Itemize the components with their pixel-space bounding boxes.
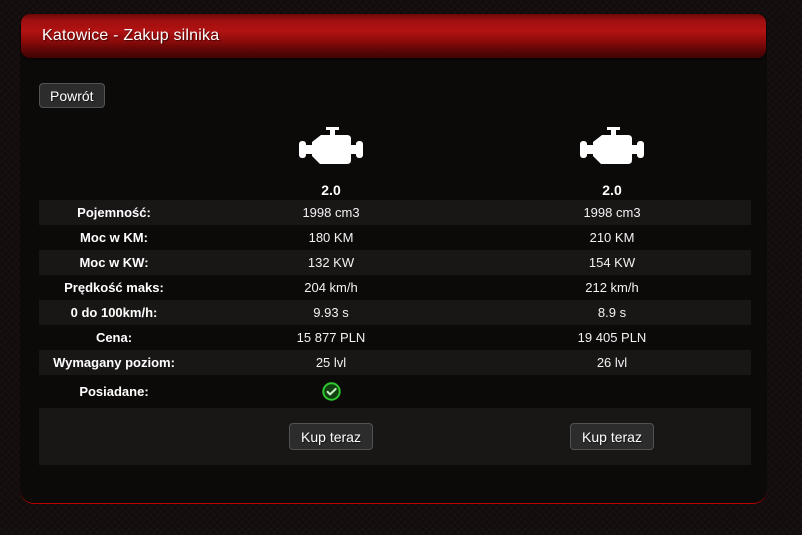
row-value: 210 KM	[589, 230, 635, 245]
row-label: Wymagany poziom:	[53, 355, 175, 370]
row-label: 0 do 100km/h:	[70, 305, 158, 320]
table-row-top-speed: Prędkość maks: 204 km/h 212 km/h	[39, 275, 751, 300]
row-value: 19 405 PLN	[577, 330, 647, 345]
engine-name: 2.0	[321, 182, 341, 198]
row-value: 212 km/h	[585, 280, 639, 295]
engine-names-row: 2.0 2.0	[39, 168, 751, 200]
row-value: 1998 cm3	[583, 205, 641, 220]
table-row-buy: Kup teraz Kup teraz	[39, 408, 751, 465]
engine-name: 2.0	[602, 182, 622, 198]
row-value: 204 km/h	[304, 280, 358, 295]
table-row-required-level: Wymagany poziom: 25 lvl 26 lvl	[39, 350, 751, 375]
row-label: Pojemność:	[77, 205, 151, 220]
row-label: Prędkość maks:	[64, 280, 164, 295]
table-row-acceleration: 0 do 100km/h: 9.93 s 8.9 s	[39, 300, 751, 325]
row-label: Cena:	[95, 330, 133, 345]
table-row-owned: Posiadane:	[39, 375, 751, 408]
content-panel: Katowice - Zakup silnika Powrót 2.0 2.0 …	[20, 14, 767, 504]
row-value: 132 KW	[307, 255, 355, 270]
table-row-power-km: Moc w KM: 180 KM 210 KM	[39, 225, 751, 250]
row-value: 26 lvl	[596, 355, 628, 370]
check-circle-icon	[321, 382, 341, 401]
row-value: 1998 cm3	[302, 205, 360, 220]
row-label: Moc w KW:	[79, 255, 149, 270]
engine-icon	[580, 127, 644, 164]
row-value: 9.93 s	[313, 305, 349, 320]
row-label: Moc w KM:	[80, 230, 148, 245]
row-value: 25 lvl	[315, 355, 347, 370]
row-value: 180 KM	[308, 230, 354, 245]
row-value: 154 KW	[588, 255, 636, 270]
buy-now-button-engine-1[interactable]: Kup teraz	[289, 423, 373, 450]
engine-comparison-table: 2.0 2.0 Pojemność: 1998 cm3 1998 cm3 Moc…	[39, 124, 751, 465]
table-row-power-kw: Moc w KW: 132 KW 154 KW	[39, 250, 751, 275]
engine-icon	[299, 127, 363, 164]
table-row-price: Cena: 15 877 PLN 19 405 PLN	[39, 325, 751, 350]
page-title: Katowice - Zakup silnika	[42, 27, 220, 44]
engine-icons-row	[39, 124, 751, 168]
row-label: Posiadane:	[79, 384, 149, 399]
buy-now-button-engine-2[interactable]: Kup teraz	[570, 423, 654, 450]
back-button[interactable]: Powrót	[39, 83, 105, 108]
row-value: 15 877 PLN	[296, 330, 366, 345]
table-row-capacity: Pojemność: 1998 cm3 1998 cm3	[39, 200, 751, 225]
row-value: 8.9 s	[597, 305, 627, 320]
page-header: Katowice - Zakup silnika	[21, 14, 766, 58]
